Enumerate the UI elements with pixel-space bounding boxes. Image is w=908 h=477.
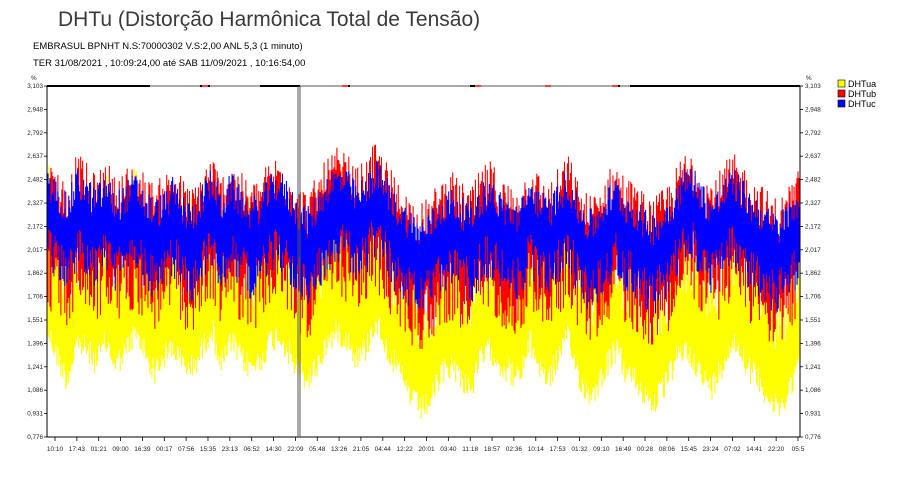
y-tick-label-left: 1,241 [27,364,43,371]
x-tick-label: 00:28 [637,446,654,453]
y-tick-label-left: 0,776 [27,434,43,441]
y-tick-label-left: 1,551 [27,317,43,324]
x-tick-label: 06:52 [244,446,261,453]
y-tick-label-right: 1,862 [805,270,821,277]
y-tick-label-right: 1,396 [805,340,821,347]
x-tick-label: 12:22 [397,446,414,453]
y-tick-label-left: 2,017 [27,247,43,254]
y-tick-label-left: 2,948 [27,106,43,113]
x-tick-label: 15:35 [200,446,217,453]
y-tick-label-left: 2,327 [27,200,43,207]
x-tick-label: 00:17 [156,446,173,453]
y-tick-label-left: 2,172 [27,223,43,230]
device-info: EMBRASUL BPNHT N.S:70000302 V.S:2,00 ANL… [33,41,303,52]
y-tick-label-right: 2,792 [805,130,821,137]
x-tick-label: 05:5 [792,446,805,453]
x-tick-label: 09:10 [593,446,610,453]
y-unit-right: % [806,75,812,82]
y-tick-label-left: 2,792 [27,130,43,137]
y-tick-label-right: 2,017 [805,247,821,254]
y-tick-label-left: 2,482 [27,177,43,184]
x-tick-label: 02:36 [506,446,523,453]
y-tick-label-right: 2,482 [805,177,821,184]
y-tick-label-left: 2,637 [27,153,43,160]
legend-label-dhtuc: DHTuc [848,99,876,109]
y-tick-label-right: 1,706 [805,294,821,301]
y-tick-label-right: 1,086 [805,387,821,394]
x-tick-label: 16:49 [615,446,632,453]
x-tick-label: 22:09 [287,446,304,453]
y-tick-label-right: 2,948 [805,106,821,113]
x-tick-label: 17:43 [69,446,86,453]
y-tick-label-right: 3,103 [805,83,821,90]
x-tick-label: 20:01 [418,446,435,453]
y-tick-label-right: 1,241 [805,364,821,371]
legend-label-dhtua: DHTua [848,79,876,89]
legend-label-dhtub: DHTub [848,89,876,99]
x-tick-label: 01:32 [571,446,588,453]
x-tick-label: 23:24 [702,446,719,453]
x-tick-label: 07:02 [724,446,741,453]
x-tick-label: 01:21 [91,446,108,453]
x-tick-label: 23:13 [222,446,239,453]
x-tick-label: 03:40 [440,446,457,453]
x-tick-label: 09:00 [112,446,129,453]
x-tick-label: 17:53 [549,446,566,453]
y-unit-left: % [31,75,37,82]
y-tick-label-left: 0,931 [27,411,43,418]
x-tick-label: 15:45 [681,446,698,453]
x-tick-label: 18:57 [484,446,501,453]
x-tick-label: 05:48 [309,446,326,453]
legend-swatch-dhtuc [837,99,846,108]
x-tick-label: 21:05 [353,446,370,453]
y-tick-label-left: 3,103 [27,83,43,90]
x-tick-label: 22:20 [768,446,785,453]
x-tick-label: 04:44 [375,446,392,453]
x-tick-label: 14:30 [265,446,282,453]
y-tick-label-right: 0,776 [805,434,821,441]
chart-title: DHTu (Distorção Harmônica Total de Tensã… [58,8,481,31]
x-tick-label: 07:56 [178,446,195,453]
y-tick-label-right: 2,637 [805,153,821,160]
y-tick-label-right: 1,551 [805,317,821,324]
legend-swatch-dhtub [837,89,846,98]
y-tick-label-right: 2,172 [805,223,821,230]
y-tick-label-left: 1,706 [27,294,43,301]
x-tick-label: 13:26 [331,446,348,453]
y-tick-label-left: 1,396 [27,340,43,347]
legend-swatch-dhtua [837,79,846,88]
y-tick-label-left: 1,862 [27,270,43,277]
x-tick-label: 14:41 [746,446,763,453]
x-tick-label: 10:14 [528,446,545,453]
x-tick-label: 11:18 [462,446,478,453]
x-tick-label: 08:06 [659,446,676,453]
x-tick-label: 10:10 [47,446,64,453]
y-tick-label-right: 2,327 [805,200,821,207]
period-info: TER 31/08/2021 , 10:09:24,00 até SAB 11/… [33,58,306,69]
y-tick-label-left: 1,086 [27,387,43,394]
x-tick-label: 16:39 [134,446,151,453]
y-tick-label-right: 0,931 [805,411,821,418]
